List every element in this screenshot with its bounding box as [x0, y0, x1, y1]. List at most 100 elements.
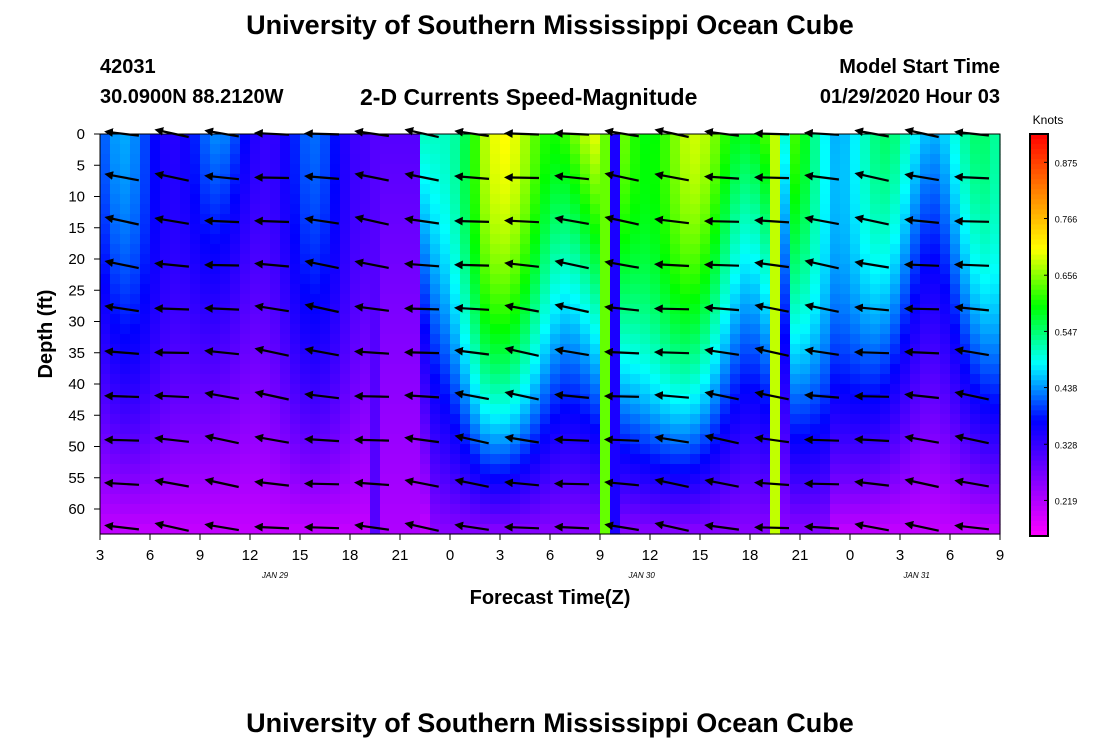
- heat-cell: [550, 464, 561, 475]
- heat-cell: [760, 444, 771, 455]
- heat-cell: [100, 424, 111, 435]
- heat-cell: [290, 384, 301, 395]
- heat-cell: [150, 194, 161, 205]
- heat-cell: [910, 444, 921, 455]
- heat-cell: [840, 274, 851, 285]
- current-arrow: [804, 214, 840, 226]
- heat-cell: [960, 334, 971, 345]
- heat-cell: [430, 324, 441, 335]
- heat-cell: [160, 334, 171, 345]
- heat-cell: [310, 454, 321, 465]
- heat-cell: [800, 234, 811, 245]
- heat-cell: [620, 364, 631, 375]
- heat-cell: [700, 484, 711, 495]
- heat-cell: [570, 444, 581, 455]
- heat-cell: [900, 274, 911, 285]
- heat-cell: [530, 214, 541, 225]
- heat-cell: [780, 364, 791, 375]
- heat-cell: [300, 494, 311, 505]
- heat-cell: [990, 164, 1001, 175]
- heat-cell: [590, 274, 601, 285]
- heat-cell: [780, 514, 791, 525]
- heat-cell: [340, 474, 351, 485]
- heat-cell: [780, 314, 791, 325]
- heat-cell: [410, 394, 421, 405]
- heat-cell: [250, 524, 261, 535]
- heat-cell: [400, 434, 411, 445]
- heat-cell: [910, 224, 921, 235]
- heat-cell: [550, 224, 561, 235]
- heat-cell: [940, 514, 951, 525]
- heat-cell: [130, 384, 141, 395]
- heat-cell: [640, 334, 651, 345]
- heat-cell: [120, 504, 131, 515]
- heat-cell: [170, 504, 181, 515]
- current-arrow: [304, 302, 339, 314]
- heat-cell: [600, 364, 611, 375]
- current-arrow: [504, 345, 539, 357]
- heat-cell: [960, 374, 971, 385]
- heat-cell: [760, 374, 771, 385]
- heat-cell: [730, 244, 741, 255]
- heat-cell: [430, 164, 441, 175]
- heat-cell: [600, 214, 611, 225]
- heat-cell: [480, 484, 491, 495]
- heat-cell: [330, 404, 341, 415]
- heat-cell: [970, 454, 981, 465]
- heat-cell: [750, 444, 761, 455]
- heat-cell: [550, 374, 561, 385]
- heat-cell: [920, 414, 931, 425]
- heat-cell: [680, 254, 691, 265]
- heat-cell: [670, 244, 681, 255]
- heat-cell: [350, 354, 361, 365]
- heat-cell: [840, 314, 851, 325]
- heat-cell: [190, 404, 201, 415]
- heat-cell: [570, 194, 581, 205]
- heat-cell: [800, 354, 811, 365]
- heat-cell: [980, 194, 991, 205]
- current-arrow: [954, 433, 989, 445]
- heat-cell: [630, 184, 641, 195]
- heat-cell: [550, 144, 561, 155]
- heat-cell: [300, 364, 311, 375]
- heat-cell: [770, 274, 781, 285]
- heat-cell: [130, 154, 141, 165]
- heat-cell: [200, 274, 211, 285]
- current-arrow: [903, 347, 940, 357]
- heat-cell: [960, 444, 971, 455]
- heat-cell: [530, 194, 541, 205]
- current-arrow: [854, 214, 889, 226]
- heat-cell: [890, 154, 901, 165]
- heat-cell: [280, 234, 291, 245]
- heat-cell: [710, 374, 721, 385]
- heat-cell: [680, 504, 691, 515]
- heat-cell: [330, 354, 341, 365]
- heat-cell: [230, 274, 241, 285]
- heat-cell: [690, 444, 701, 455]
- heat-cell: [920, 324, 931, 335]
- heat-cell: [470, 384, 481, 395]
- heat-cell: [350, 424, 361, 435]
- heat-cell: [680, 294, 691, 305]
- current-arrow: [653, 260, 690, 269]
- heat-cell: [100, 444, 111, 455]
- heat-cell: [340, 314, 351, 325]
- heat-cell: [420, 354, 431, 365]
- heat-cell: [480, 284, 491, 295]
- heat-cell: [690, 404, 701, 415]
- heat-cell: [130, 454, 141, 465]
- colorbar-tick-label: 0.219: [1055, 496, 1078, 506]
- heat-cell: [910, 524, 921, 535]
- heat-cell: [500, 324, 511, 335]
- heat-cell: [530, 174, 541, 185]
- heat-cell: [940, 464, 951, 475]
- heat-cell: [460, 354, 471, 365]
- heat-cell: [210, 194, 221, 205]
- heat-cell: [470, 454, 481, 465]
- heat-cell: [330, 464, 341, 475]
- heat-cell: [420, 174, 431, 185]
- heat-cell: [730, 254, 741, 265]
- heat-cell: [800, 204, 811, 215]
- heat-cell: [960, 464, 971, 475]
- heat-cell: [840, 284, 851, 295]
